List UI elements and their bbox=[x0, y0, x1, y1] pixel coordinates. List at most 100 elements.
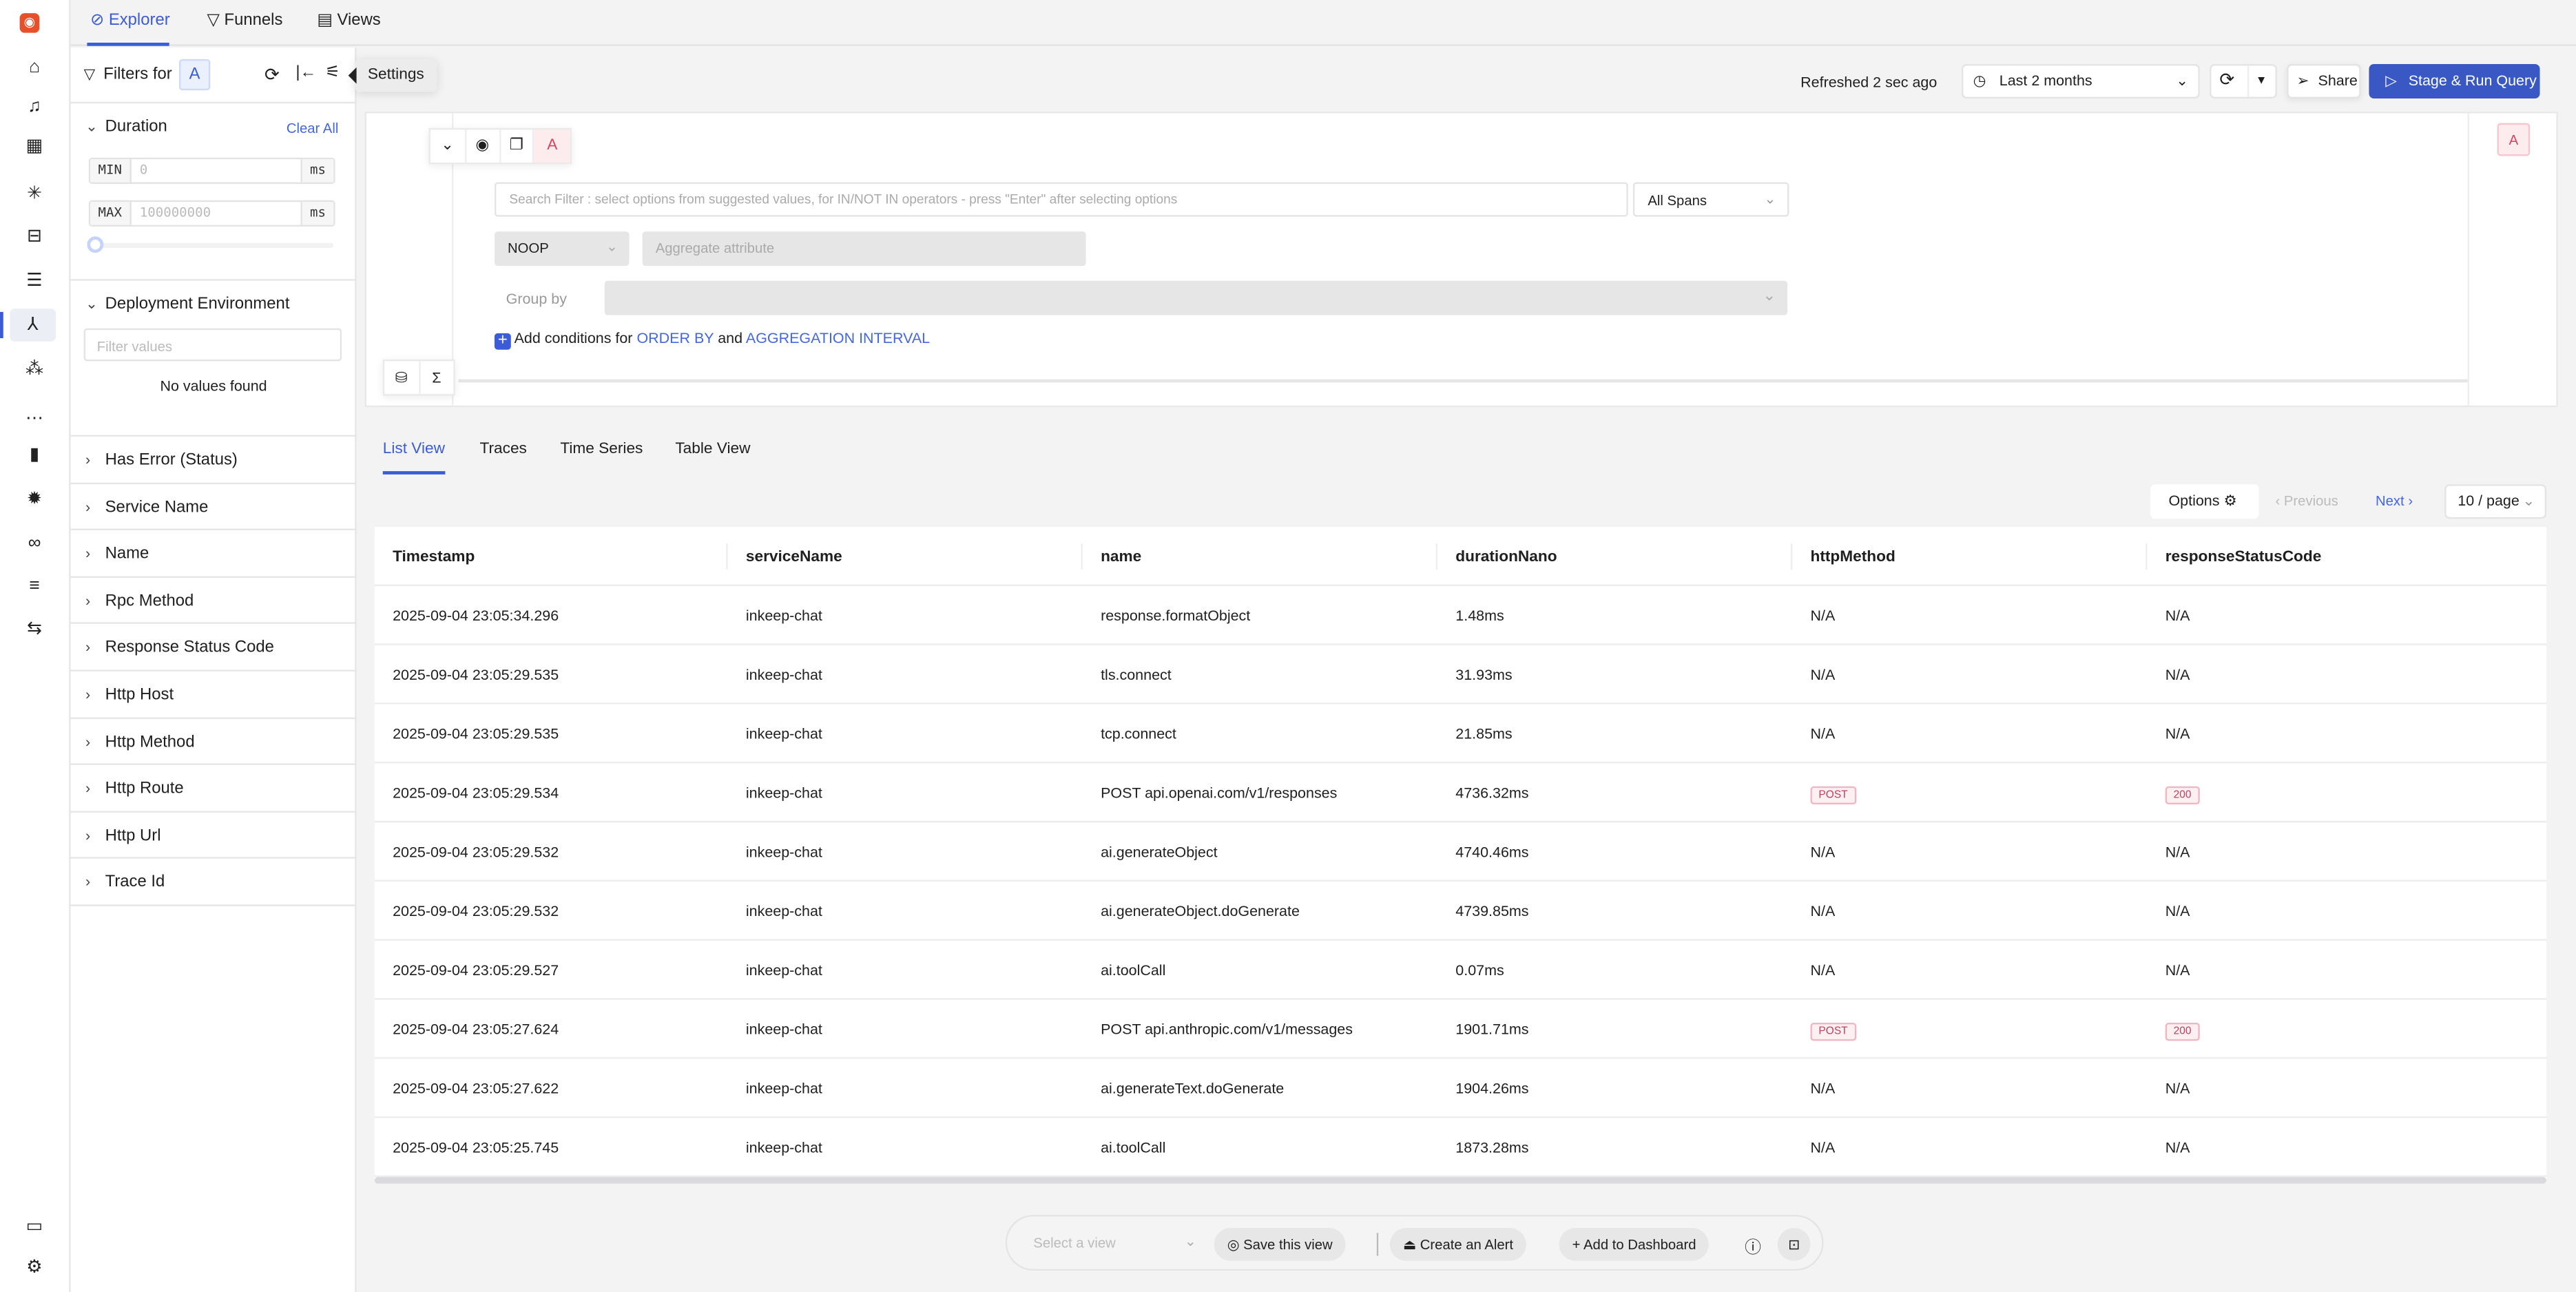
filter-section[interactable]: › Http Route bbox=[70, 765, 357, 813]
info-icon[interactable]: ⓘ bbox=[1745, 1239, 1761, 1258]
query-badge-a[interactable]: A bbox=[2497, 123, 2531, 156]
chevron-down-icon[interactable]: ⌄ bbox=[430, 129, 466, 163]
select-view-dropdown[interactable]: Select a view bbox=[1033, 1234, 1116, 1251]
table-row[interactable]: 2025-09-04 23:05:29.532 inkeep-chat ai.gen… bbox=[374, 882, 2547, 941]
span-scope-select[interactable]: All Spans ⌄ bbox=[1632, 182, 1789, 217]
filter-section[interactable]: › Http Host bbox=[70, 671, 357, 719]
column-divider[interactable] bbox=[2146, 543, 2148, 570]
chevron-down-icon[interactable]: ⌄ bbox=[85, 118, 98, 135]
next-button[interactable]: Next › bbox=[2375, 492, 2413, 509]
services-icon[interactable]: ⁂ bbox=[25, 360, 44, 379]
stage-run-query-button[interactable]: ▷ Stage & Run Query bbox=[2369, 63, 2540, 99]
filter-section[interactable]: › Name bbox=[70, 530, 357, 578]
group-by-label: Group by bbox=[506, 290, 567, 307]
column-divider[interactable] bbox=[1081, 543, 1083, 570]
traces-icon[interactable]: ⅄ bbox=[0, 309, 56, 342]
group-by-select[interactable]: ⌄ bbox=[604, 280, 1788, 315]
logs-icon[interactable]: ☰ bbox=[26, 271, 43, 291]
column-divider[interactable] bbox=[726, 543, 728, 570]
duration-max-input[interactable]: MAX 100000000 ms bbox=[88, 200, 335, 227]
view-tab[interactable]: Table View bbox=[675, 439, 751, 459]
table-row[interactable]: 2025-09-04 23:05:29.527 inkeep-chat ai.too… bbox=[374, 941, 2547, 1000]
column-divider[interactable] bbox=[1790, 543, 1793, 570]
options-button[interactable]: Options ⚙ bbox=[2150, 484, 2259, 519]
database-icon[interactable]: ⛁ bbox=[384, 361, 420, 395]
filter-section[interactable]: › Http Method bbox=[70, 718, 357, 766]
refresh-control[interactable]: ⟳ ▼ bbox=[2210, 63, 2277, 99]
chevron-down-icon[interactable]: ⌄ bbox=[85, 295, 98, 312]
search-filter-input[interactable]: Search Filter : select options from sugg… bbox=[494, 182, 1628, 217]
query-badge[interactable]: A bbox=[178, 59, 211, 91]
table-row[interactable]: 2025-09-04 23:05:29.535 inkeep-chat tls.co… bbox=[374, 645, 2547, 705]
save-view-button[interactable]: ◎ Save this view bbox=[1214, 1228, 1346, 1261]
collapse-bar-button[interactable]: ⊡ bbox=[1777, 1228, 1811, 1261]
query-label-a[interactable]: A bbox=[534, 129, 570, 163]
time-range-select[interactable]: ◷ Last 2 months ⌄ bbox=[1961, 63, 2200, 99]
duration-slider[interactable] bbox=[90, 242, 334, 248]
filter-section[interactable]: › Trace Id bbox=[70, 859, 357, 906]
table-row[interactable]: 2025-09-04 23:05:29.534 inkeep-chat POST a… bbox=[374, 763, 2547, 823]
view-tab[interactable]: Traces bbox=[479, 439, 527, 459]
order-by-link[interactable]: ORDER BY bbox=[636, 330, 714, 346]
column-header[interactable]: durationNano bbox=[1455, 548, 1557, 567]
collapse-icon[interactable]: |← bbox=[295, 63, 317, 83]
eye-icon[interactable]: ◉ bbox=[466, 129, 501, 163]
column-divider[interactable] bbox=[1435, 543, 1438, 570]
chat-icon[interactable]: ▭ bbox=[25, 1216, 43, 1236]
column-header[interactable]: name bbox=[1101, 548, 1142, 567]
filter-section[interactable]: › Response Status Code bbox=[70, 625, 357, 671]
dashboards-icon[interactable]: ▦ bbox=[25, 136, 43, 156]
tab-explorer[interactable]: ⊘ Explorer bbox=[90, 11, 170, 30]
column-header[interactable]: Timestamp bbox=[393, 548, 475, 567]
caret-down-icon[interactable]: ▼ bbox=[2255, 75, 2267, 87]
aggregate-attribute-input[interactable]: Aggregate attribute bbox=[642, 231, 1086, 267]
column-header[interactable]: httpMethod bbox=[1810, 548, 1895, 567]
table-row[interactable]: 2025-09-04 23:05:29.535 inkeep-chat tcp.co… bbox=[374, 705, 2547, 764]
filter-values-input[interactable]: Filter values bbox=[83, 328, 342, 362]
filter-section[interactable]: › Http Url bbox=[70, 812, 357, 859]
settings-icon[interactable]: ⚙ bbox=[26, 1257, 43, 1278]
bug-icon[interactable]: ✹ bbox=[27, 489, 43, 509]
infra-icon[interactable]: ⊟ bbox=[27, 226, 43, 247]
home-icon[interactable]: ⌂ bbox=[29, 57, 41, 78]
list-icon[interactable]: ≡ bbox=[29, 576, 40, 596]
aggregation-interval-link[interactable]: AGGREGATION INTERVAL bbox=[745, 330, 931, 346]
filter-section[interactable]: › Has Error (Status) bbox=[70, 437, 357, 484]
horizontal-scrollbar[interactable] bbox=[374, 1177, 2547, 1184]
column-header[interactable]: serviceName bbox=[745, 548, 842, 567]
view-tab[interactable]: List View bbox=[382, 439, 446, 459]
pipelines-icon[interactable]: ⇆ bbox=[27, 618, 43, 639]
more-icon[interactable]: ⋯ bbox=[25, 408, 44, 429]
logo-icon[interactable]: ◉ bbox=[19, 13, 40, 33]
sigma-icon[interactable]: Σ bbox=[432, 369, 442, 386]
copy-icon[interactable]: ❐ bbox=[500, 129, 534, 163]
column-header[interactable]: responseStatusCode bbox=[2165, 548, 2322, 567]
filter-section[interactable]: › Service Name bbox=[70, 483, 357, 531]
table-row[interactable]: 2025-09-04 23:05:27.624 inkeep-chat POST a… bbox=[374, 1000, 2547, 1059]
tab-funnels[interactable]: ▽ Funnels bbox=[207, 11, 283, 30]
create-alert-button[interactable]: ⏏ Create an Alert bbox=[1389, 1228, 1527, 1261]
add-to-dashboard-button[interactable]: + Add to Dashboard bbox=[1559, 1228, 1710, 1261]
clear-all-link[interactable]: Clear All bbox=[286, 120, 339, 136]
page-size-select[interactable]: 10 / page ⌄ bbox=[2444, 484, 2547, 519]
duration-min-input[interactable]: MIN 0 ms bbox=[88, 157, 335, 184]
share-button[interactable]: ➢ Share bbox=[2287, 63, 2361, 99]
settings-sliders-icon[interactable]: ⚟ bbox=[325, 63, 340, 83]
exceptions-icon[interactable]: ✳ bbox=[27, 183, 43, 204]
table-row[interactable]: 2025-09-04 23:05:34.296 inkeep-chat respon… bbox=[374, 586, 2547, 645]
table-row[interactable]: 2025-09-04 23:05:27.622 inkeep-chat ai.gen… bbox=[374, 1059, 2547, 1118]
binoculars-icon[interactable]: ∞ bbox=[28, 533, 41, 554]
tab-views[interactable]: ▤ Views bbox=[317, 11, 381, 30]
plus-icon[interactable]: + bbox=[494, 333, 511, 350]
previous-button[interactable]: ‹ Previous bbox=[2275, 492, 2338, 509]
table-row[interactable]: 2025-09-04 23:05:25.745 inkeep-chat ai.too… bbox=[374, 1118, 2547, 1178]
view-tab[interactable]: Time Series bbox=[560, 439, 643, 459]
aggregate-operator-select[interactable]: NOOP ⌄ bbox=[494, 231, 630, 267]
metrics-icon[interactable]: ▮ bbox=[29, 444, 40, 465]
table-row[interactable]: 2025-09-04 23:05:29.532 inkeep-chat ai.gen… bbox=[374, 822, 2547, 882]
refresh-icon[interactable]: ⟳ bbox=[264, 65, 280, 85]
filter-section[interactable]: › Rpc Method bbox=[70, 578, 357, 625]
alerts-icon[interactable]: ♫ bbox=[28, 96, 41, 117]
slider-handle[interactable] bbox=[87, 236, 104, 253]
refresh-icon[interactable]: ⟳ bbox=[2219, 70, 2235, 91]
